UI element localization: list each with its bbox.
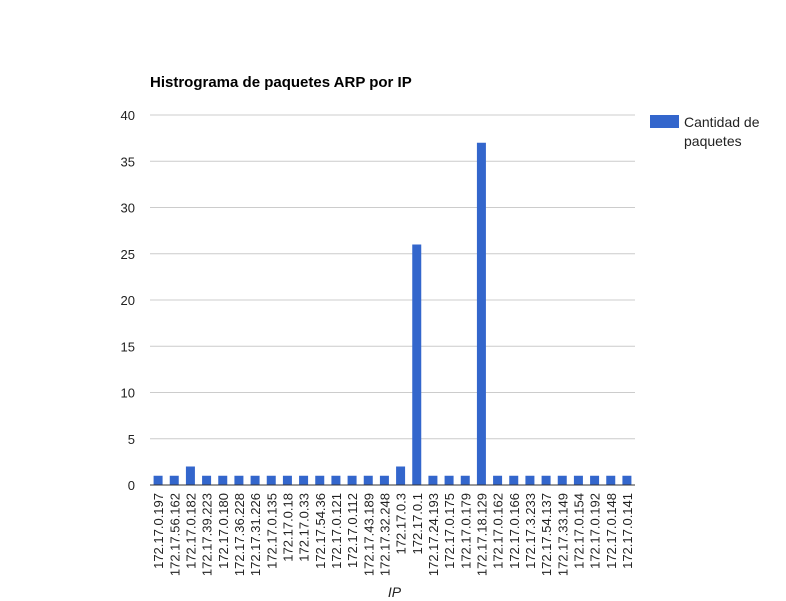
bars [153, 142, 632, 485]
y-tick-label: 5 [128, 432, 135, 447]
bar [218, 475, 228, 485]
bar [250, 475, 260, 485]
x-tick-label: 172.17.0.135 [264, 493, 279, 569]
x-axis-title: IP [388, 584, 402, 600]
x-tick-label: 172.17.32.248 [377, 493, 392, 576]
x-tick-label: 172.17.0.175 [442, 493, 457, 569]
x-tick-label: 172.17.0.18 [280, 493, 295, 562]
bar [396, 466, 406, 485]
bar [509, 475, 519, 485]
bar [331, 475, 341, 485]
bar [379, 475, 389, 485]
bar [234, 475, 244, 485]
bar [202, 475, 212, 485]
bar [347, 475, 357, 485]
x-tick-label: 172.17.0.197 [151, 493, 166, 569]
x-tick-label: 172.17.0.1 [410, 493, 425, 554]
bar [573, 475, 583, 485]
y-tick-label: 35 [121, 154, 135, 169]
x-tick-label: 172.17.54.137 [539, 493, 554, 576]
bar [493, 475, 503, 485]
x-tick-label: 172.17.0.3 [394, 493, 409, 554]
x-tick-label: 172.17.0.121 [329, 493, 344, 569]
x-tick-label: 172.17.0.182 [183, 493, 198, 569]
x-tick-label: 172.17.0.33 [297, 493, 312, 562]
legend-label: Cantidad de paquetes [684, 114, 760, 149]
x-tick-label: 172.17.36.228 [232, 493, 247, 576]
x-tick-label: 172.17.0.192 [588, 493, 603, 569]
y-tick-label: 25 [121, 247, 135, 262]
bar [590, 475, 600, 485]
y-tick-label: 20 [121, 293, 135, 308]
x-tick-label: 172.17.0.179 [458, 493, 473, 569]
bar [169, 475, 179, 485]
bar [299, 475, 309, 485]
bar [363, 475, 373, 485]
y-tick-label: 10 [121, 386, 135, 401]
bar [476, 142, 486, 485]
bar [606, 475, 616, 485]
bar [460, 475, 470, 485]
x-axis: 172.17.0.197 172.17.56.162 172.17.0.182 172… [150, 484, 635, 600]
bar [412, 244, 422, 485]
chart-title: Histrograma de paquetes ARP por IP [150, 74, 412, 91]
bar [185, 466, 195, 485]
bar [541, 475, 551, 485]
bar [153, 475, 163, 485]
x-tick-label: 172.17.0.180 [216, 493, 231, 569]
x-tick-label: 172.17.18.129 [474, 493, 489, 576]
x-tick-label: 172.17.43.189 [361, 493, 376, 576]
x-tick-label: 172.17.24.193 [426, 493, 441, 576]
x-tick-label: 172.17.31.226 [248, 493, 263, 576]
bar [315, 475, 325, 485]
x-tick-label: 172.17.0.148 [604, 493, 619, 569]
x-tick-label: 172.17.0.162 [491, 493, 506, 569]
y-tick-label: 15 [121, 339, 135, 354]
bar [525, 475, 535, 485]
bar [266, 475, 276, 485]
y-tick-label: 0 [128, 478, 135, 493]
x-tick-label: 172.17.0.166 [507, 493, 522, 569]
x-tick-label: 172.17.3.233 [523, 493, 538, 569]
bar [557, 475, 567, 485]
y-tick-label: 30 [121, 201, 135, 216]
grid-lines [150, 114, 635, 440]
y-tick-label: 40 [121, 108, 135, 123]
x-tick-label: 172.17.54.36 [313, 493, 328, 569]
bar [428, 475, 438, 485]
x-tick-label: 172.17.0.141 [620, 493, 635, 569]
bar [622, 475, 632, 485]
x-tick-label: 172.17.39.223 [200, 493, 215, 576]
x-tick-label: 172.17.56.162 [167, 493, 182, 576]
x-tick-label: 172.17.0.112 [345, 493, 360, 568]
y-axis: 0 5 10 15 20 25 30 35 40 [121, 108, 135, 493]
x-tick-label: 172.17.0.154 [571, 493, 586, 569]
bar [444, 475, 454, 485]
legend-swatch [650, 115, 679, 128]
x-tick-label: 172.17.33.149 [555, 493, 570, 576]
bar [282, 475, 292, 485]
